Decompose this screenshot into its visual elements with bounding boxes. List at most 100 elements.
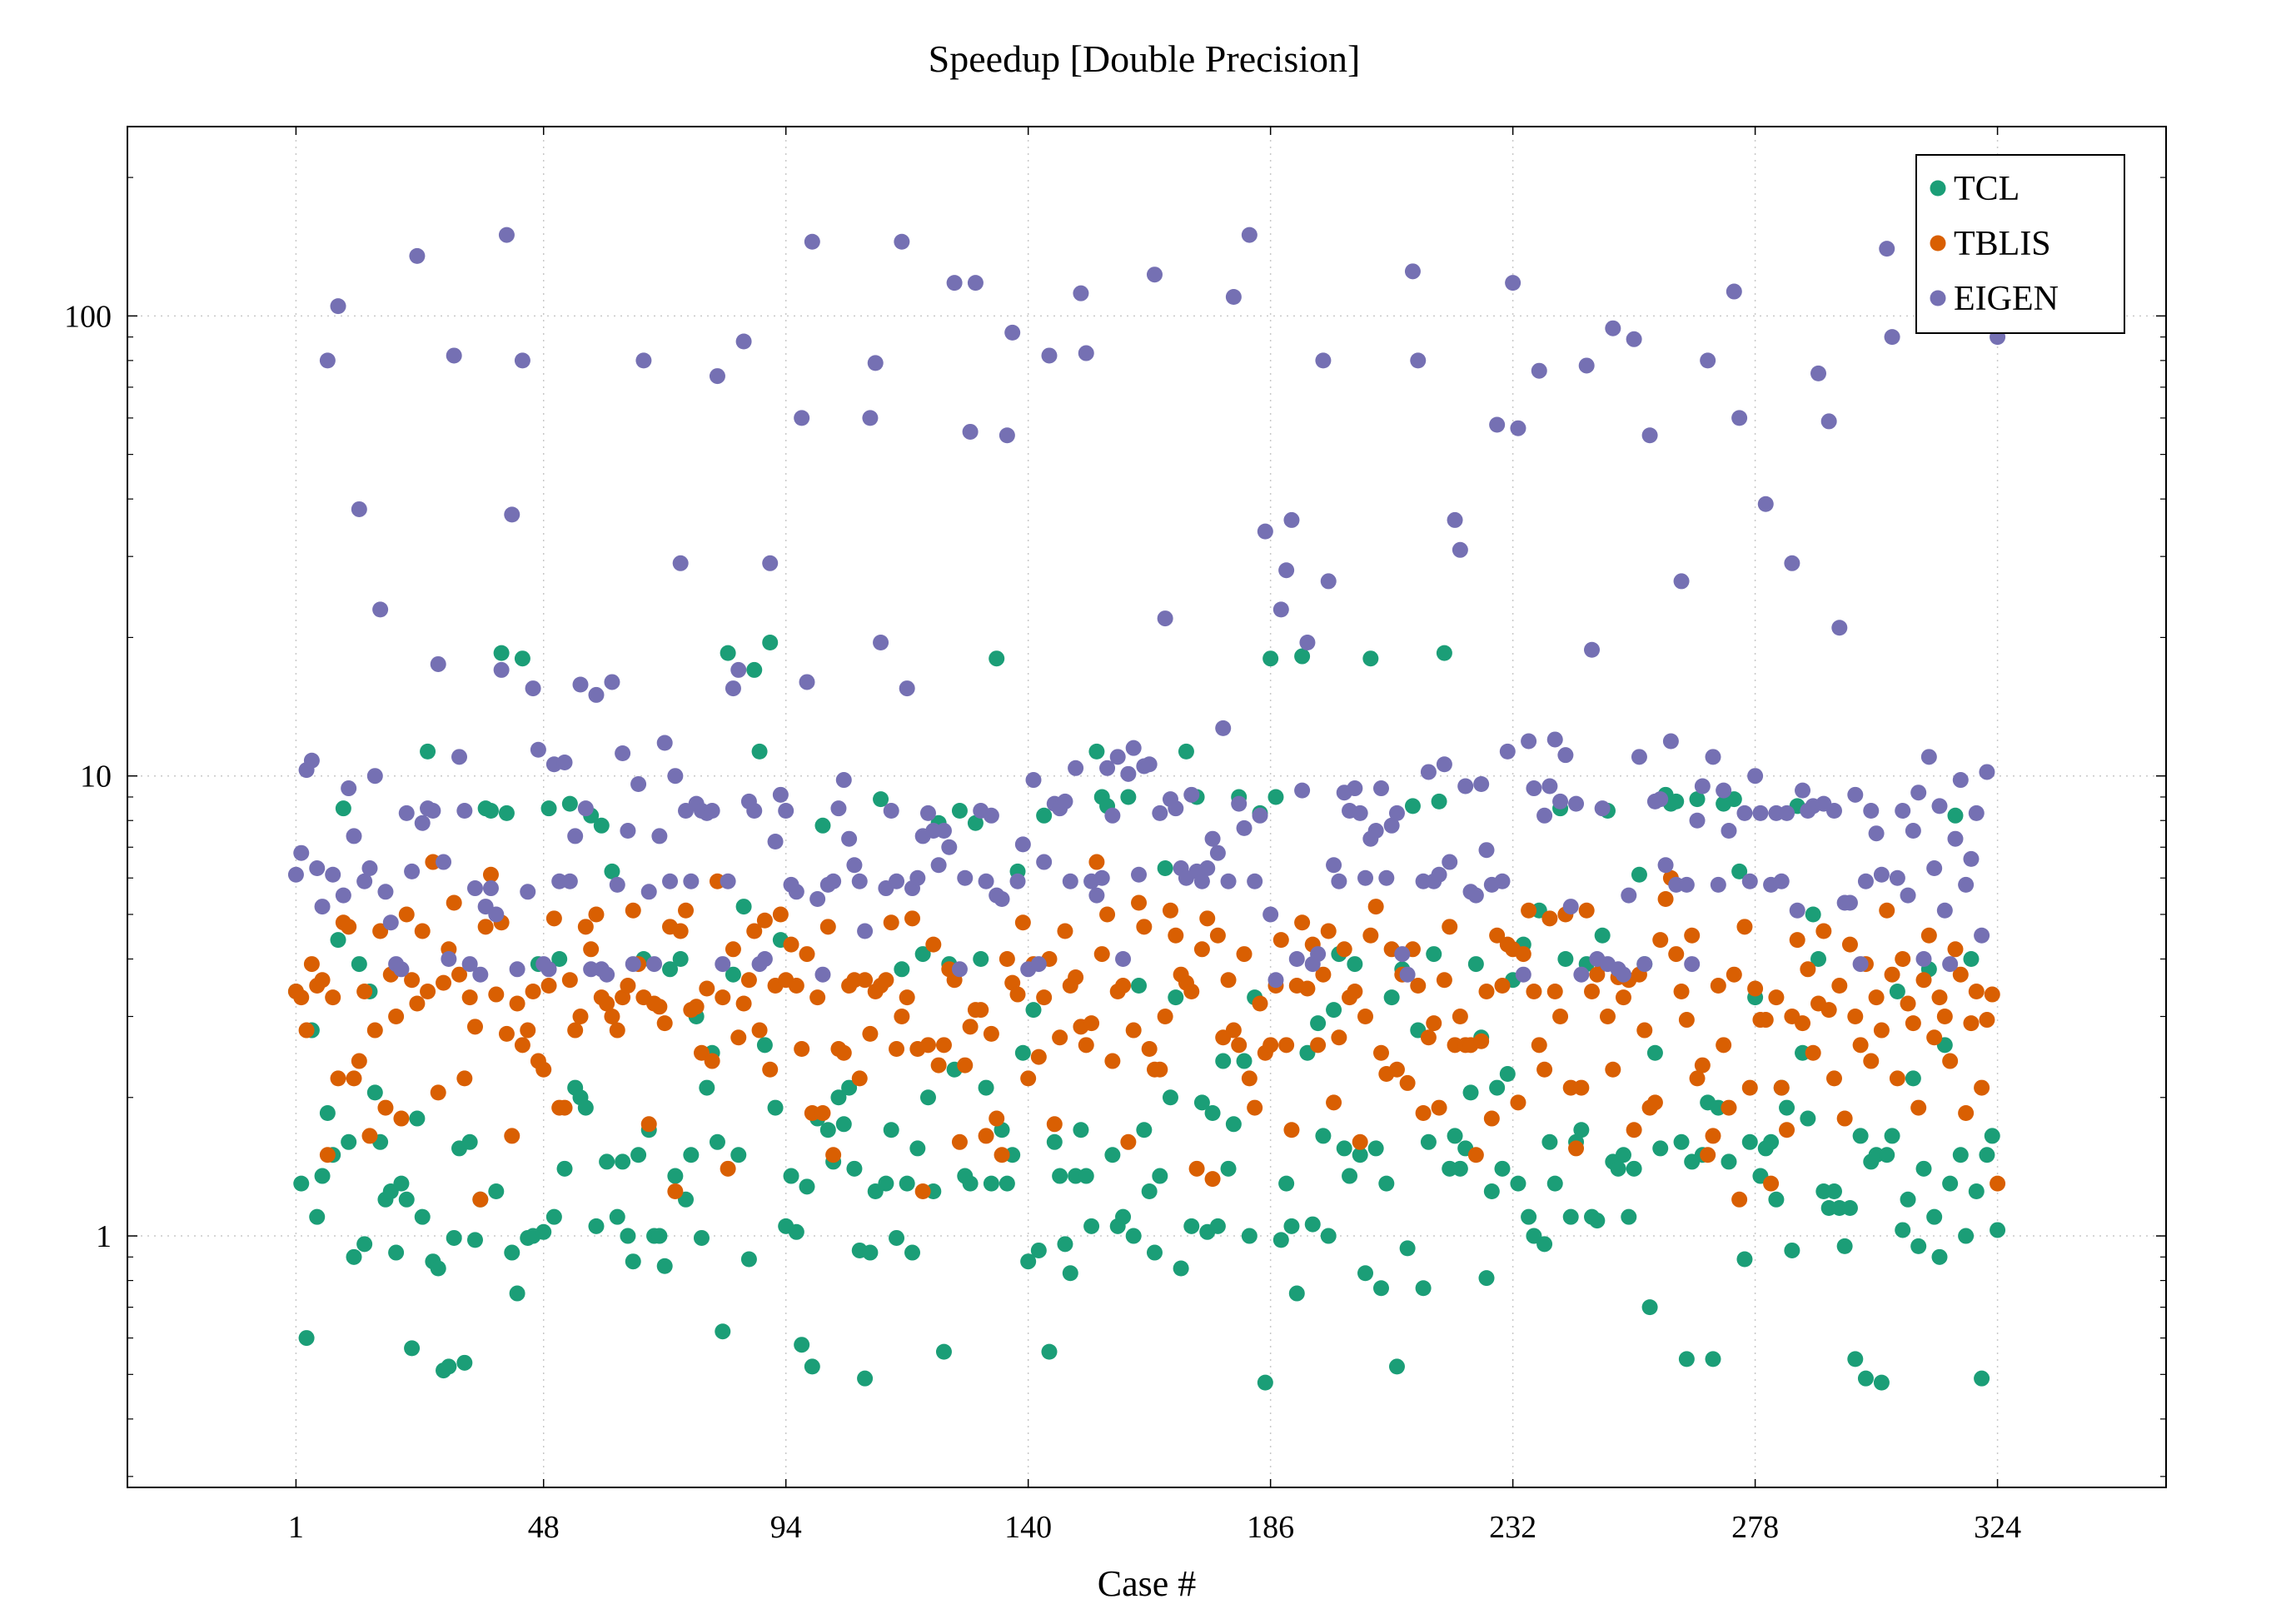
x-tick-label: 48	[528, 1510, 560, 1545]
point-eigen	[1684, 956, 1701, 973]
point-tblis	[809, 989, 826, 1006]
point-tblis	[525, 983, 541, 999]
point-eigen	[1705, 749, 1721, 765]
point-eigen	[567, 828, 584, 844]
point-tcl	[830, 1089, 847, 1106]
point-eigen	[1963, 850, 1980, 867]
series-eigen	[287, 227, 2006, 989]
point-tblis	[1078, 1037, 1094, 1054]
point-tcl	[620, 1228, 636, 1244]
point-tcl	[1857, 1370, 1874, 1387]
y-tick-label: 1	[96, 1219, 112, 1254]
point-tcl	[1521, 1208, 1537, 1225]
point-tblis	[1272, 932, 1289, 949]
point-tblis	[1599, 1009, 1616, 1025]
point-tblis	[1700, 1147, 1716, 1163]
point-tcl	[973, 950, 989, 967]
point-eigen	[341, 780, 357, 797]
point-eigen	[1004, 324, 1021, 341]
point-tcl	[1900, 1191, 1916, 1208]
point-tblis	[1204, 1171, 1221, 1188]
point-eigen	[556, 754, 573, 770]
point-eigen	[1125, 740, 1142, 756]
point-tblis	[414, 923, 431, 939]
point-tblis	[1083, 1015, 1100, 1032]
point-tcl	[1621, 1208, 1637, 1225]
point-tblis	[1415, 1104, 1432, 1121]
point-eigen	[441, 950, 457, 967]
point-tcl	[1162, 1089, 1178, 1106]
point-eigen	[1215, 720, 1232, 736]
point-tcl	[1204, 1104, 1221, 1121]
point-eigen	[1236, 819, 1253, 836]
point-eigen	[1036, 854, 1053, 870]
point-tcl	[1915, 1160, 1932, 1177]
point-tcl	[914, 946, 931, 963]
point-tblis	[1678, 1012, 1695, 1029]
point-tcl	[967, 814, 984, 831]
point-eigen	[1009, 873, 1026, 889]
point-eigen	[1068, 760, 1084, 776]
point-tblis	[540, 978, 557, 994]
point-tblis	[1347, 983, 1363, 999]
point-eigen	[1716, 782, 1732, 799]
point-tcl	[683, 1147, 700, 1163]
point-tcl	[1562, 1208, 1579, 1225]
legend-label-tblis: TBLIS	[1954, 225, 2051, 263]
x-tick-label: 140	[1004, 1510, 1052, 1545]
point-tblis	[1805, 1044, 1821, 1061]
point-tblis	[1789, 932, 1805, 949]
point-tcl	[767, 1099, 784, 1116]
point-tblis	[1320, 923, 1337, 939]
point-tcl	[1615, 1147, 1631, 1163]
point-tblis	[1705, 1128, 1721, 1144]
point-eigen	[409, 247, 426, 264]
point-eigen	[983, 807, 999, 824]
point-eigen	[1546, 731, 1563, 748]
point-eigen	[1093, 869, 1110, 886]
point-eigen	[1757, 496, 1774, 512]
point-tblis	[1399, 1074, 1416, 1091]
point-eigen	[377, 884, 394, 900]
point-tcl	[556, 1160, 573, 1177]
point-tblis	[914, 1183, 931, 1200]
point-tblis	[1152, 1061, 1168, 1078]
point-tblis	[361, 1128, 378, 1144]
point-tcl	[751, 743, 768, 760]
point-eigen	[293, 844, 310, 861]
point-tblis	[957, 1057, 974, 1074]
point-tcl	[1546, 1175, 1563, 1192]
point-tblis	[1895, 950, 1911, 967]
point-tblis	[341, 919, 357, 935]
point-tcl	[420, 743, 436, 760]
point-eigen	[303, 752, 320, 769]
point-tblis	[1900, 995, 1916, 1012]
point-eigen	[683, 873, 700, 889]
point-tblis	[851, 1070, 868, 1087]
point-tcl	[693, 1229, 710, 1246]
point-tblis	[1183, 983, 1200, 999]
point-tblis	[772, 906, 789, 923]
point-eigen	[1088, 887, 1105, 904]
point-eigen	[1025, 772, 1042, 789]
point-eigen	[825, 873, 842, 889]
point-eigen	[1810, 365, 1827, 381]
point-eigen	[1515, 966, 1531, 983]
point-tblis	[667, 1183, 684, 1200]
point-tblis	[583, 941, 600, 958]
point-eigen	[1795, 782, 1811, 799]
point-eigen	[404, 863, 421, 879]
point-tblis	[535, 1061, 552, 1078]
point-tblis	[1868, 989, 1885, 1006]
point-tblis	[1225, 1022, 1242, 1039]
point-tblis	[1958, 1104, 1975, 1121]
point-tcl	[341, 1133, 357, 1150]
point-eigen	[366, 768, 383, 785]
point-tcl	[1721, 1153, 1737, 1170]
point-tcl	[1078, 1168, 1094, 1184]
point-tblis	[799, 946, 815, 963]
point-eigen	[1784, 555, 1800, 571]
point-tcl	[388, 1244, 405, 1261]
point-eigen	[1841, 894, 1858, 911]
point-tcl	[1631, 866, 1647, 883]
